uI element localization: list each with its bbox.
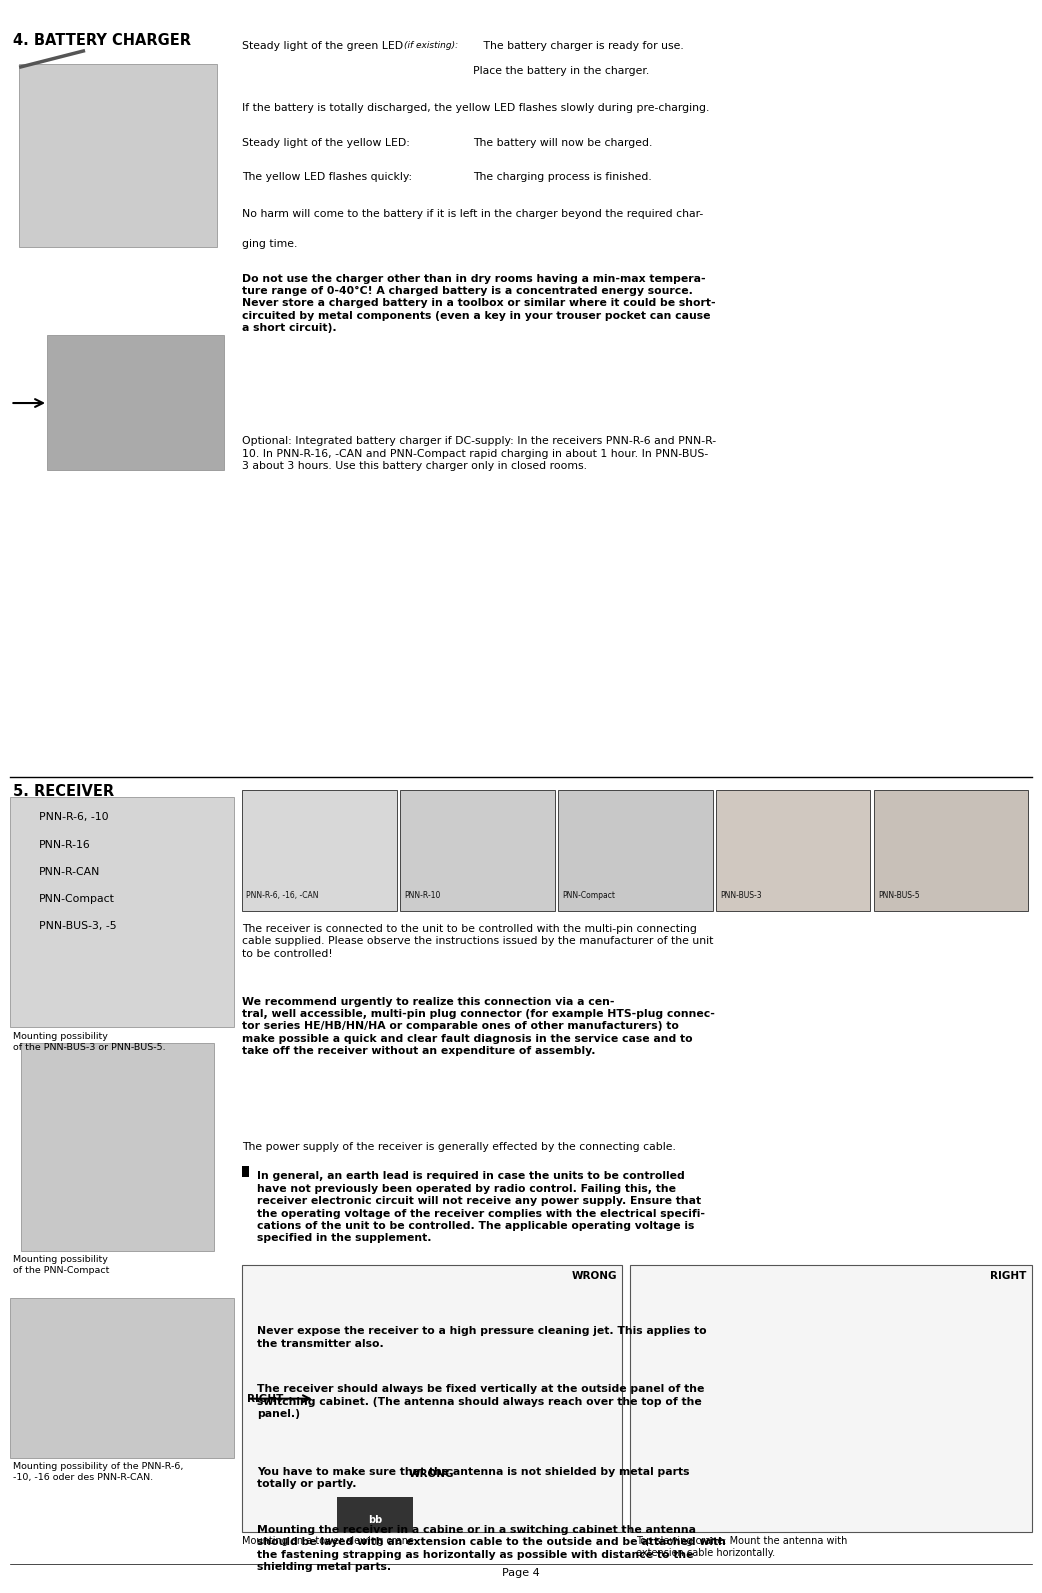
Text: ging time.: ging time. [242,239,297,249]
FancyBboxPatch shape [400,790,554,911]
Text: PNN-BUS-3, -5: PNN-BUS-3, -5 [39,921,116,930]
FancyBboxPatch shape [19,64,217,247]
FancyBboxPatch shape [10,796,234,1027]
FancyBboxPatch shape [557,790,713,911]
Text: The battery will now be charged.: The battery will now be charged. [473,137,652,148]
Text: WRONG: WRONG [571,1271,617,1281]
Text: Mounting possibility
of the PNN-BUS-3 or PNN-BUS-5.: Mounting possibility of the PNN-BUS-3 or… [13,1032,165,1053]
FancyBboxPatch shape [21,1043,214,1251]
Text: PNN-R-10: PNN-R-10 [404,890,441,900]
Text: 4. BATTERY CHARGER: 4. BATTERY CHARGER [13,33,191,48]
Text: Mounting the receiver in a cabine or in a switching cabinet the antenna
should b: Mounting the receiver in a cabine or in … [257,1525,726,1572]
FancyBboxPatch shape [242,1461,249,1472]
FancyBboxPatch shape [10,319,234,478]
FancyBboxPatch shape [242,1380,249,1391]
Text: The charging process is finished.: The charging process is finished. [473,172,652,182]
Text: PNN-Compact: PNN-Compact [562,890,615,900]
Text: (if existing):: (if existing): [404,41,458,51]
FancyBboxPatch shape [242,1265,622,1532]
Text: Page 4: Page 4 [502,1568,540,1577]
Text: The receiver should always be fixed vertically at the outside panel of the
switc: The receiver should always be fixed vert… [257,1384,704,1419]
FancyBboxPatch shape [242,790,397,911]
Text: In general, an earth lead is required in case the units to be controlled
have no: In general, an earth lead is required in… [257,1171,705,1243]
Text: bb: bb [368,1515,382,1525]
Text: Mounting on a tower slewing crane.: Mounting on a tower slewing crane. [242,1536,417,1545]
Text: Optional: Integrated battery charger if DC-supply: In the receivers PNN-R-6 and : Optional: Integrated battery charger if … [242,436,716,472]
FancyBboxPatch shape [873,790,1028,911]
Text: RIGHT: RIGHT [247,1394,283,1403]
Text: If the battery is totally discharged, the yellow LED flashes slowly during pre-c: If the battery is totally discharged, th… [242,104,710,113]
FancyBboxPatch shape [242,1321,249,1332]
FancyBboxPatch shape [47,335,224,470]
Text: WRONG: WRONG [410,1469,454,1478]
FancyBboxPatch shape [716,790,870,911]
Text: The receiver is connected to the unit to be controlled with the multi-pin connec: The receiver is connected to the unit to… [242,924,713,959]
Text: PNN-R-16: PNN-R-16 [39,840,91,849]
FancyBboxPatch shape [242,1166,249,1177]
FancyBboxPatch shape [10,51,234,258]
Text: Steady light of the green LED: Steady light of the green LED [242,41,406,51]
Text: PNN-R-6, -16, -CAN: PNN-R-6, -16, -CAN [246,890,319,900]
Text: We recommend urgently to realize this connection via a cen-
tral, well accessibl: We recommend urgently to realize this co… [242,997,715,1056]
Text: PNN-BUS-3: PNN-BUS-3 [720,890,762,900]
Text: The power supply of the receiver is generally effected by the connecting cable.: The power supply of the receiver is gene… [242,1142,675,1152]
Text: Place the battery in the charger.: Place the battery in the charger. [473,65,649,76]
Text: Mounting possibility of the PNN-R-6,
-10, -16 oder des PNN-R-CAN.: Mounting possibility of the PNN-R-6, -10… [13,1462,183,1483]
FancyBboxPatch shape [630,1265,1032,1532]
Text: The yellow LED flashes quickly:: The yellow LED flashes quickly: [242,172,412,182]
Text: Do not use the charger other than in dry rooms having a min-max tempera-
ture ra: Do not use the charger other than in dry… [242,274,716,333]
Text: You have to make sure that the antenna is not shielded by metal parts
totally or: You have to make sure that the antenna i… [257,1467,690,1489]
FancyBboxPatch shape [10,1298,234,1458]
Text: Steady light of the yellow LED:: Steady light of the yellow LED: [242,137,410,148]
Text: PNN-R-6, -10: PNN-R-6, -10 [39,812,108,822]
Text: PNN-Compact: PNN-Compact [39,894,115,903]
Text: Mounting possibility
of the PNN-Compact: Mounting possibility of the PNN-Compact [13,1255,108,1276]
Text: PNN-R-CAN: PNN-R-CAN [39,867,100,876]
Text: PNN-BUS-5: PNN-BUS-5 [877,890,919,900]
Text: Never expose the receiver to a high pressure cleaning jet. This applies to
the t: Never expose the receiver to a high pres… [257,1327,708,1349]
Text: 5. RECEIVER: 5. RECEIVER [13,784,114,798]
Text: Top slewing crane: Mount the antenna with
extension cable horizontally.: Top slewing crane: Mount the antenna wit… [636,1536,847,1558]
Text: RIGHT: RIGHT [990,1271,1026,1281]
Text: The battery charger is ready for use.: The battery charger is ready for use. [473,41,684,51]
FancyBboxPatch shape [242,1520,249,1531]
Text: No harm will come to the battery if it is left in the charger beyond the require: No harm will come to the battery if it i… [242,209,703,220]
FancyBboxPatch shape [337,1497,413,1532]
